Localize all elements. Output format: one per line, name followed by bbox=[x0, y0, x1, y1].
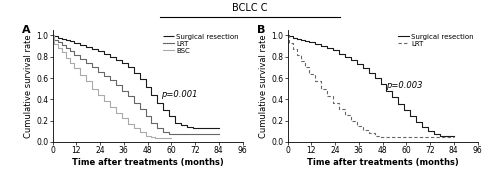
X-axis label: Time after treatments (months): Time after treatments (months) bbox=[306, 158, 458, 167]
X-axis label: Time after treatments (months): Time after treatments (months) bbox=[72, 158, 224, 167]
Legend: Surgical resection, LRT, BSC: Surgical resection, LRT, BSC bbox=[163, 34, 239, 54]
Text: B: B bbox=[257, 24, 266, 35]
Text: p=0.003: p=0.003 bbox=[386, 82, 423, 90]
Text: p=0.001: p=0.001 bbox=[161, 90, 198, 99]
Y-axis label: Cumulative survival rate: Cumulative survival rate bbox=[260, 34, 268, 138]
Y-axis label: Cumulative survival rate: Cumulative survival rate bbox=[24, 34, 34, 138]
Legend: Surgical resection, LRT: Surgical resection, LRT bbox=[398, 34, 474, 47]
Text: A: A bbox=[22, 24, 30, 35]
Text: BCLC C: BCLC C bbox=[232, 3, 268, 13]
